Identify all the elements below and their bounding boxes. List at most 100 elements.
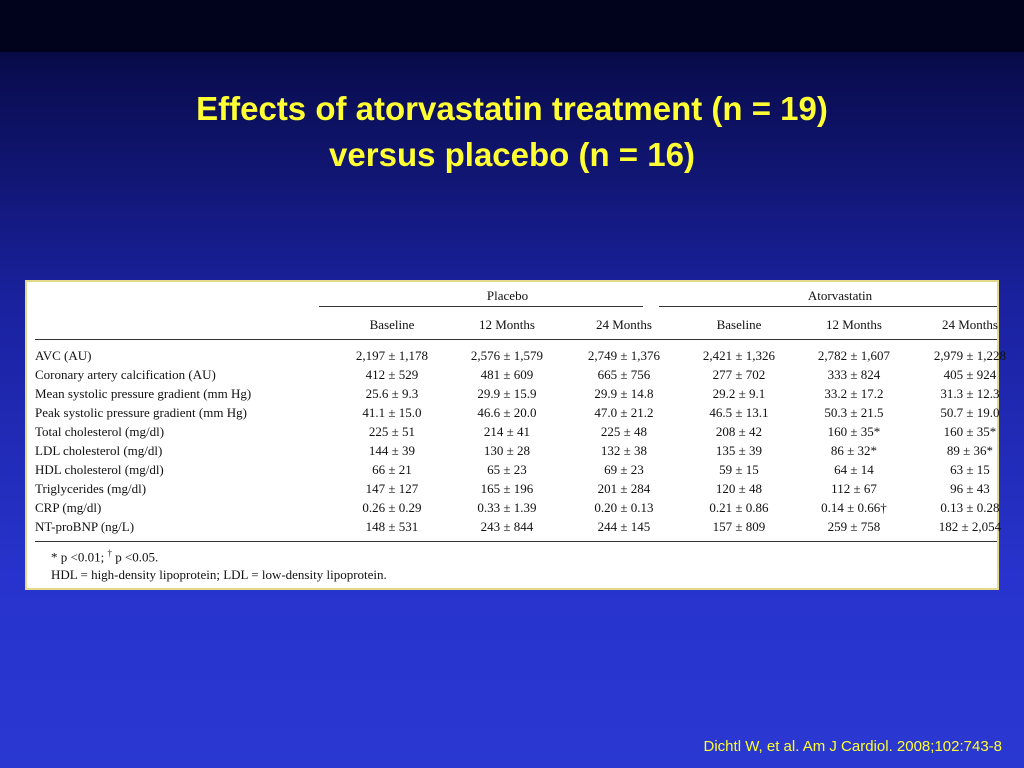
- body-bottom-rule: [35, 541, 997, 542]
- column-header: 12 Months: [826, 317, 882, 332]
- table-cell: 0.20 ± 0.13: [594, 500, 654, 515]
- footnote-significance-part1: * p <0.01;: [51, 549, 108, 565]
- table-cell: 333 ± 824: [827, 367, 881, 382]
- row-label: Peak systolic pressure gradient (mm Hg): [35, 405, 247, 420]
- top-banner: [0, 0, 1024, 52]
- table-cell: 0.26 ± 0.29: [362, 500, 422, 515]
- table-cell: 130 ± 28: [483, 443, 531, 458]
- table-cell: 165 ± 196: [480, 481, 534, 496]
- table-row: Triglycerides (mg/dl) 147 ± 127 165 ± 196 2…: [27, 481, 997, 500]
- column-header: Baseline: [369, 317, 415, 332]
- table-cell: 2,979 ± 1,228: [933, 348, 1007, 363]
- footnote-significance: * p <0.01; † p <0.05.: [51, 548, 158, 565]
- table-cell: 2,782 ± 1,607: [817, 348, 891, 363]
- table-cell: 25.6 ± 9.3: [365, 386, 419, 401]
- table-cell: 86 ± 32*: [830, 443, 878, 458]
- table-cell: 244 ± 145: [597, 519, 651, 534]
- row-label: HDL cholesterol (mg/dl): [35, 462, 164, 477]
- table-cell: 33.2 ± 17.2: [824, 386, 884, 401]
- column-header: 24 Months: [942, 317, 998, 332]
- table-row: Mean systolic pressure gradient (mm Hg) 2…: [27, 386, 1000, 405]
- table-cell: 2,576 ± 1,579: [470, 348, 544, 363]
- table-cell: 405 ± 924: [943, 367, 997, 382]
- table-cell: 412 ± 529: [365, 367, 419, 382]
- table-cell: 89 ± 36*: [946, 443, 994, 458]
- table-row: Total cholesterol (mg/dl) 225 ± 51 214 ± 4…: [27, 424, 997, 443]
- table-cell: 144 ± 39: [368, 443, 416, 458]
- slide-title-line-2: versus placebo (n = 16): [329, 136, 695, 173]
- table-cell: 132 ± 38: [600, 443, 648, 458]
- column-header: 12 Months: [479, 317, 535, 332]
- table-cell: 201 ± 284: [597, 481, 651, 496]
- table-cell: 157 ± 809: [712, 519, 766, 534]
- table-cell: 50.7 ± 19.0: [940, 405, 1000, 420]
- dagger-symbol: †: [107, 548, 112, 558]
- table-cell: 160 ± 35*: [827, 424, 881, 439]
- table-cell: 63 ± 15: [950, 462, 990, 477]
- placebo-group-rule: [319, 306, 643, 307]
- table-cell: 0.21 ± 0.86: [709, 500, 769, 515]
- table-cell: 96 ± 43: [950, 481, 990, 496]
- table-row: LDL cholesterol (mg/dl) 144 ± 39 130 ± 28 1…: [27, 443, 997, 462]
- row-label: AVC (AU): [35, 348, 92, 363]
- column-header: Baseline: [716, 317, 762, 332]
- table-cell: 2,197 ± 1,178: [355, 348, 429, 363]
- table-row: AVC (AU) 2,197 ± 1,178 2,576 ± 1,579 2,749 …: [27, 348, 1006, 367]
- row-label: LDL cholesterol (mg/dl): [35, 443, 163, 458]
- table-cell: 46.6 ± 20.0: [477, 405, 537, 420]
- table-cell: 0.13 ± 0.28: [940, 500, 1000, 515]
- table-cell: 66 ± 21: [372, 462, 412, 477]
- group-header-placebo: Placebo: [486, 288, 529, 303]
- table-row: CRP (mg/dl) 0.26 ± 0.29 0.33 ± 1.39 0.20 ± …: [27, 500, 1000, 519]
- table-cell: 47.0 ± 21.2: [594, 405, 654, 420]
- table-cell: 0.33 ± 1.39: [477, 500, 537, 515]
- row-label: Mean systolic pressure gradient (mm Hg): [35, 386, 252, 401]
- table-cell: 29.2 ± 9.1: [712, 386, 766, 401]
- table-row: NT-proBNP (ng/L) 148 ± 531 243 ± 844 244 ± …: [27, 519, 1001, 538]
- table-cell: 59 ± 15: [719, 462, 759, 477]
- table-cell: 120 ± 48: [715, 481, 763, 496]
- citation: Dichtl W, et al. Am J Cardiol. 2008;102:…: [703, 738, 1002, 755]
- table-cell: 41.1 ± 15.0: [362, 405, 422, 420]
- header-rule: [35, 339, 997, 340]
- table-row: Coronary artery calcification (AU) 412 ± …: [27, 367, 997, 386]
- table-cell: 29.9 ± 14.8: [594, 386, 654, 401]
- table-cell: 259 ± 758: [827, 519, 881, 534]
- table-cell: 65 ± 23: [487, 462, 527, 477]
- table-cell: 64 ± 14: [834, 462, 874, 477]
- table-cell: 2,421 ± 1,326: [702, 348, 776, 363]
- table-cell: 214 ± 41: [483, 424, 531, 439]
- slide-title-line-1: Effects of atorvastatin treatment (n = 1…: [196, 90, 828, 127]
- table-cell: 112 ± 67: [831, 481, 877, 496]
- table-cell: 29.9 ± 15.9: [477, 386, 537, 401]
- table-cell: 0.14 ± 0.66†: [821, 500, 887, 515]
- slide-title: Effects of atorvastatin treatment (n = 1…: [0, 86, 1024, 178]
- table-cell: 69 ± 23: [604, 462, 644, 477]
- column-header: 24 Months: [596, 317, 652, 332]
- table-cell: 277 ± 702: [712, 367, 766, 382]
- footnote-abbreviations: HDL = high-density lipoprotein; LDL = lo…: [51, 567, 387, 582]
- row-label: Total cholesterol (mg/dl): [35, 424, 165, 439]
- table-cell: 182 ± 2,054: [938, 519, 1002, 534]
- table-cell: 225 ± 51: [368, 424, 416, 439]
- table-cell: 225 ± 48: [600, 424, 648, 439]
- table-cell: 46.5 ± 13.1: [709, 405, 769, 420]
- table-cell: 243 ± 844: [480, 519, 534, 534]
- row-label: Triglycerides (mg/dl): [35, 481, 147, 496]
- table-cell: 665 ± 756: [597, 367, 651, 382]
- table-cell: 31.3 ± 12.3: [940, 386, 1000, 401]
- table-cell: 481 ± 609: [480, 367, 534, 382]
- table-cell: 135 ± 39: [715, 443, 763, 458]
- row-label: CRP (mg/dl): [35, 500, 102, 515]
- row-label: Coronary artery calcification (AU): [35, 367, 216, 382]
- row-label: NT-proBNP (ng/L): [35, 519, 135, 534]
- table-cell: 148 ± 531: [365, 519, 419, 534]
- footnote-significance-part2: p <0.05.: [111, 549, 159, 565]
- table-cell: 160 ± 35*: [943, 424, 997, 439]
- results-table: Placebo Atorvastatin Baseline 12 Months 24…: [25, 280, 1006, 590]
- table-cell: 208 ± 42: [715, 424, 763, 439]
- table-cell: 2,749 ± 1,376: [587, 348, 661, 363]
- table-cell: 147 ± 127: [365, 481, 419, 496]
- table-cell: 50.3 ± 21.5: [824, 405, 884, 420]
- group-header-atorvastatin: Atorvastatin: [807, 288, 873, 303]
